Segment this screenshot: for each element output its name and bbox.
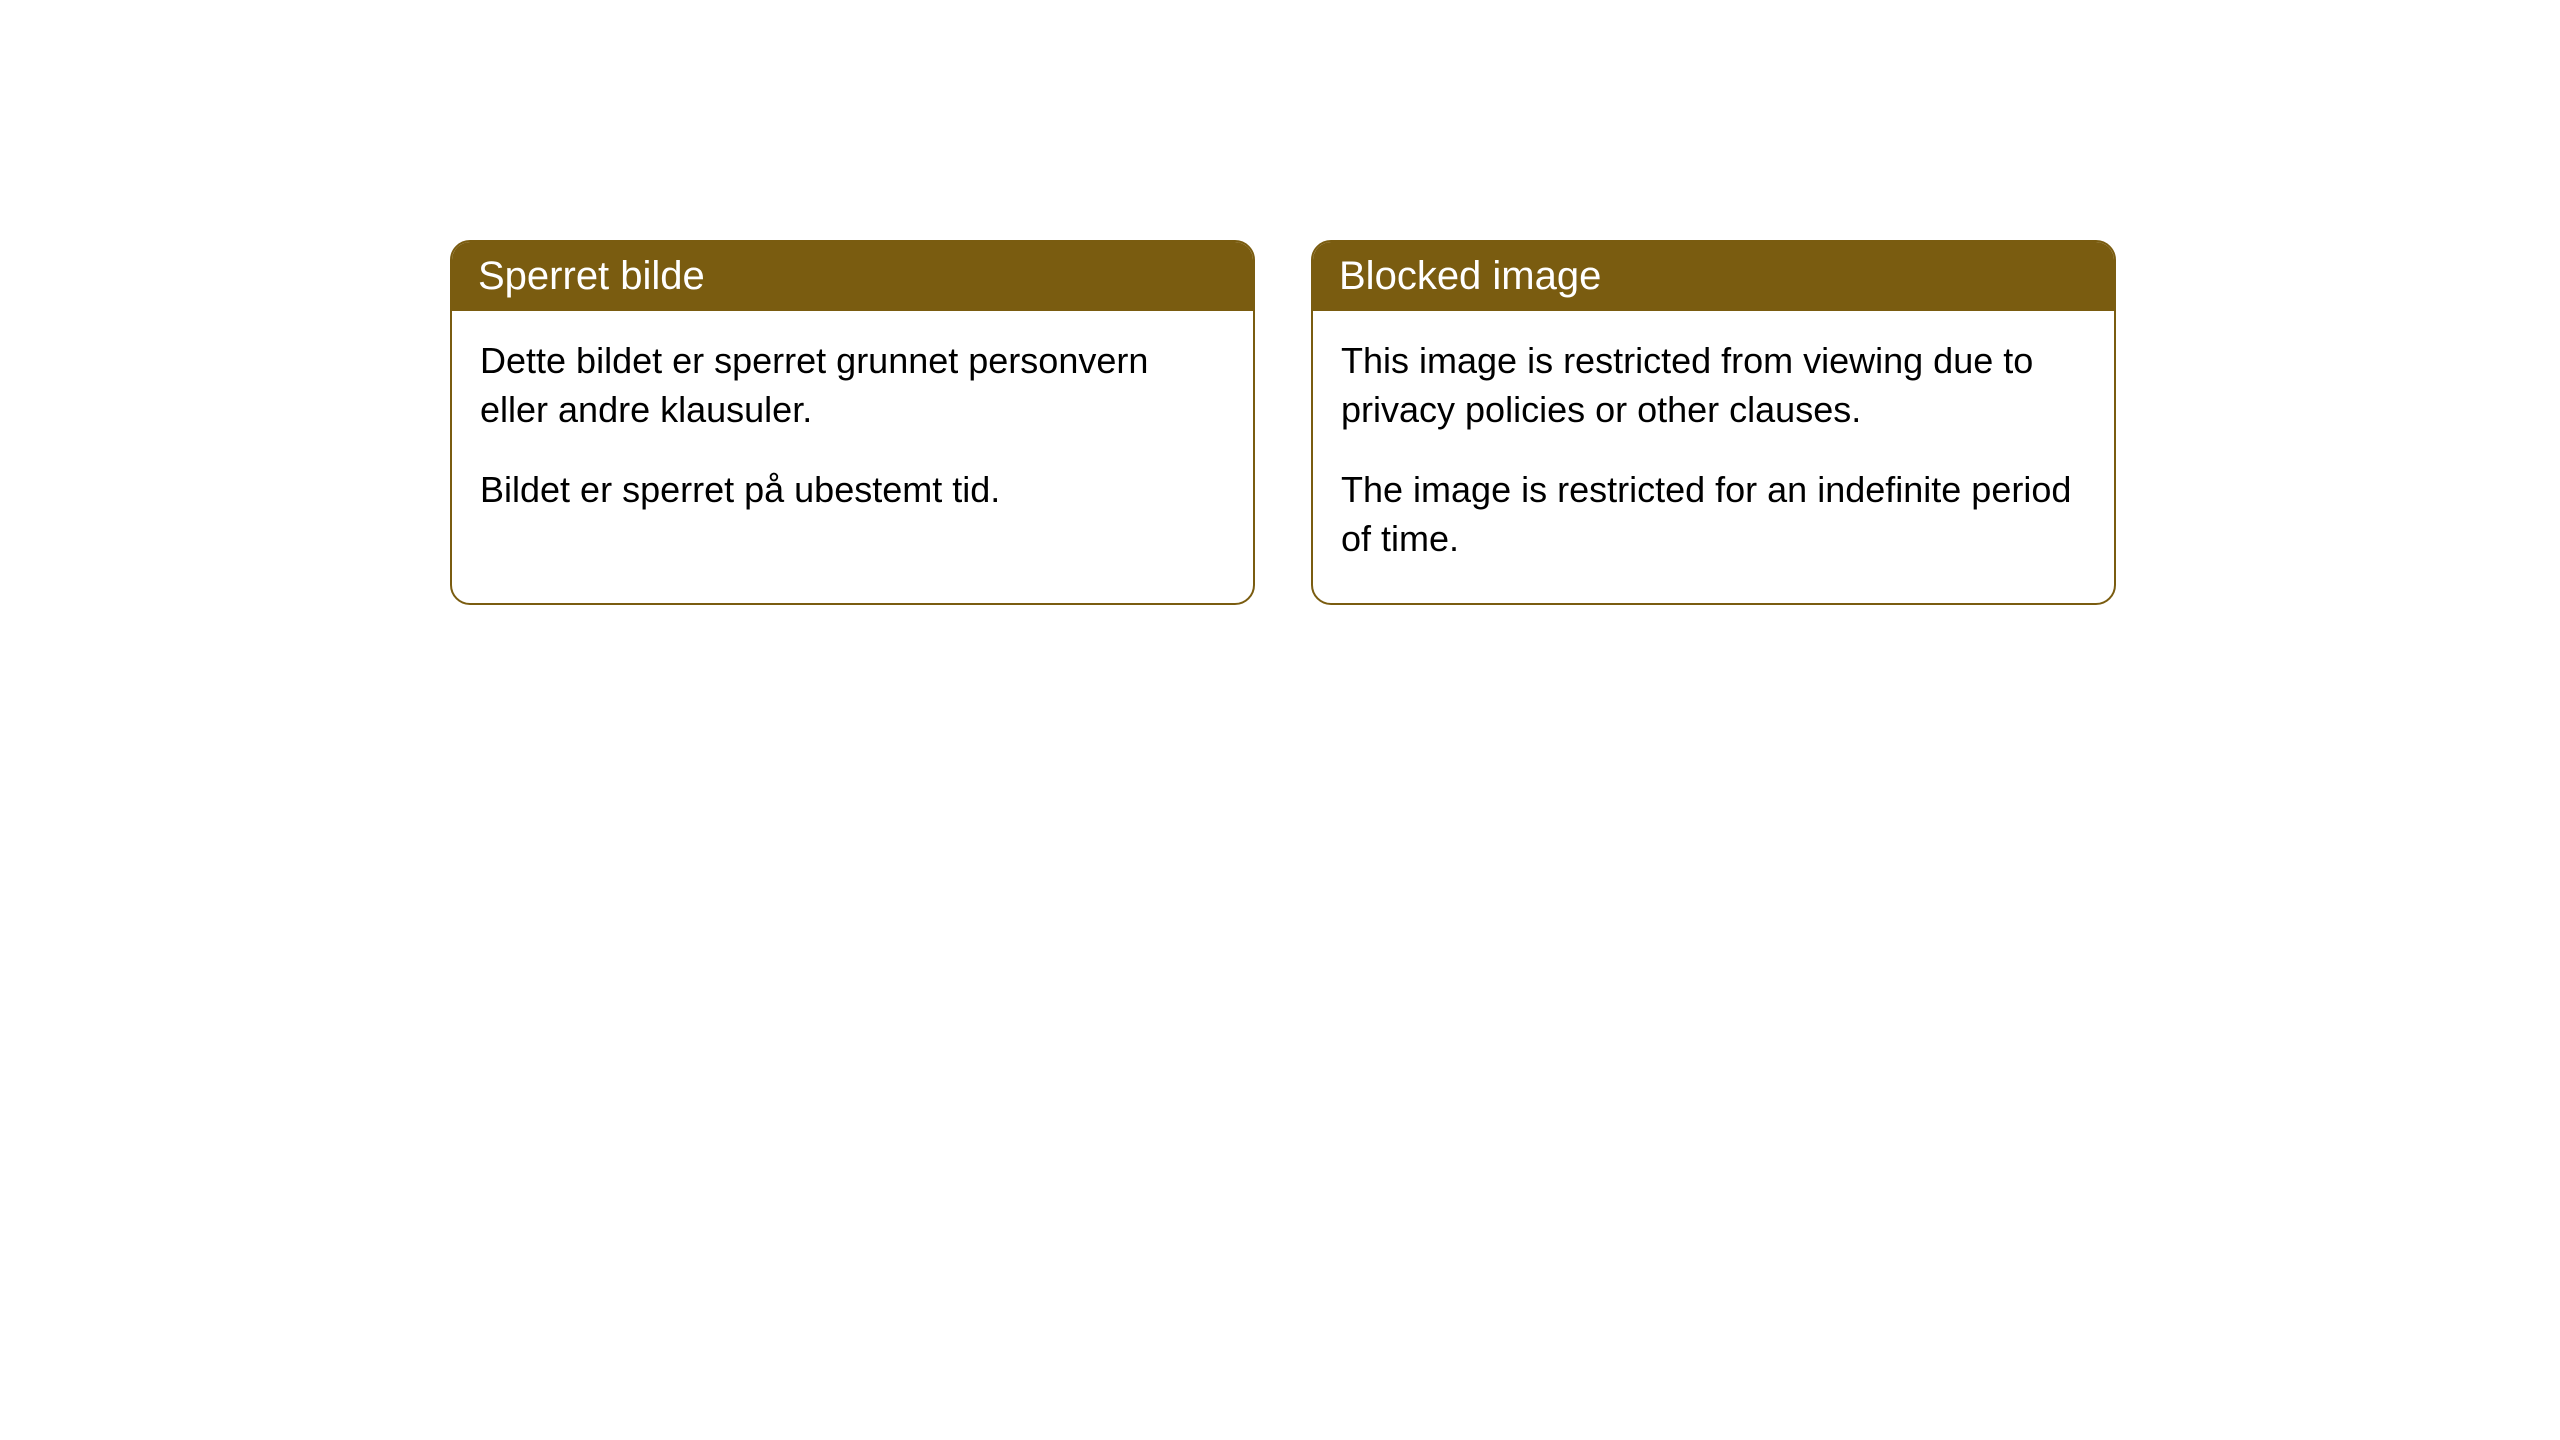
notice-card-paragraph: The image is restricted for an indefinit… bbox=[1341, 466, 2086, 563]
notice-card-header: Blocked image bbox=[1313, 242, 2114, 311]
notice-card-header: Sperret bilde bbox=[452, 242, 1253, 311]
notice-card-en: Blocked image This image is restricted f… bbox=[1311, 240, 2116, 605]
notice-cards-container: Sperret bilde Dette bildet er sperret gr… bbox=[0, 0, 2560, 605]
notice-card-title: Sperret bilde bbox=[478, 254, 705, 298]
notice-card-body: Dette bildet er sperret grunnet personve… bbox=[452, 311, 1253, 555]
notice-card-no: Sperret bilde Dette bildet er sperret gr… bbox=[450, 240, 1255, 605]
notice-card-paragraph: Dette bildet er sperret grunnet personve… bbox=[480, 337, 1225, 434]
notice-card-title: Blocked image bbox=[1339, 254, 1601, 298]
notice-card-body: This image is restricted from viewing du… bbox=[1313, 311, 2114, 603]
notice-card-paragraph: This image is restricted from viewing du… bbox=[1341, 337, 2086, 434]
notice-card-paragraph: Bildet er sperret på ubestemt tid. bbox=[480, 466, 1225, 515]
